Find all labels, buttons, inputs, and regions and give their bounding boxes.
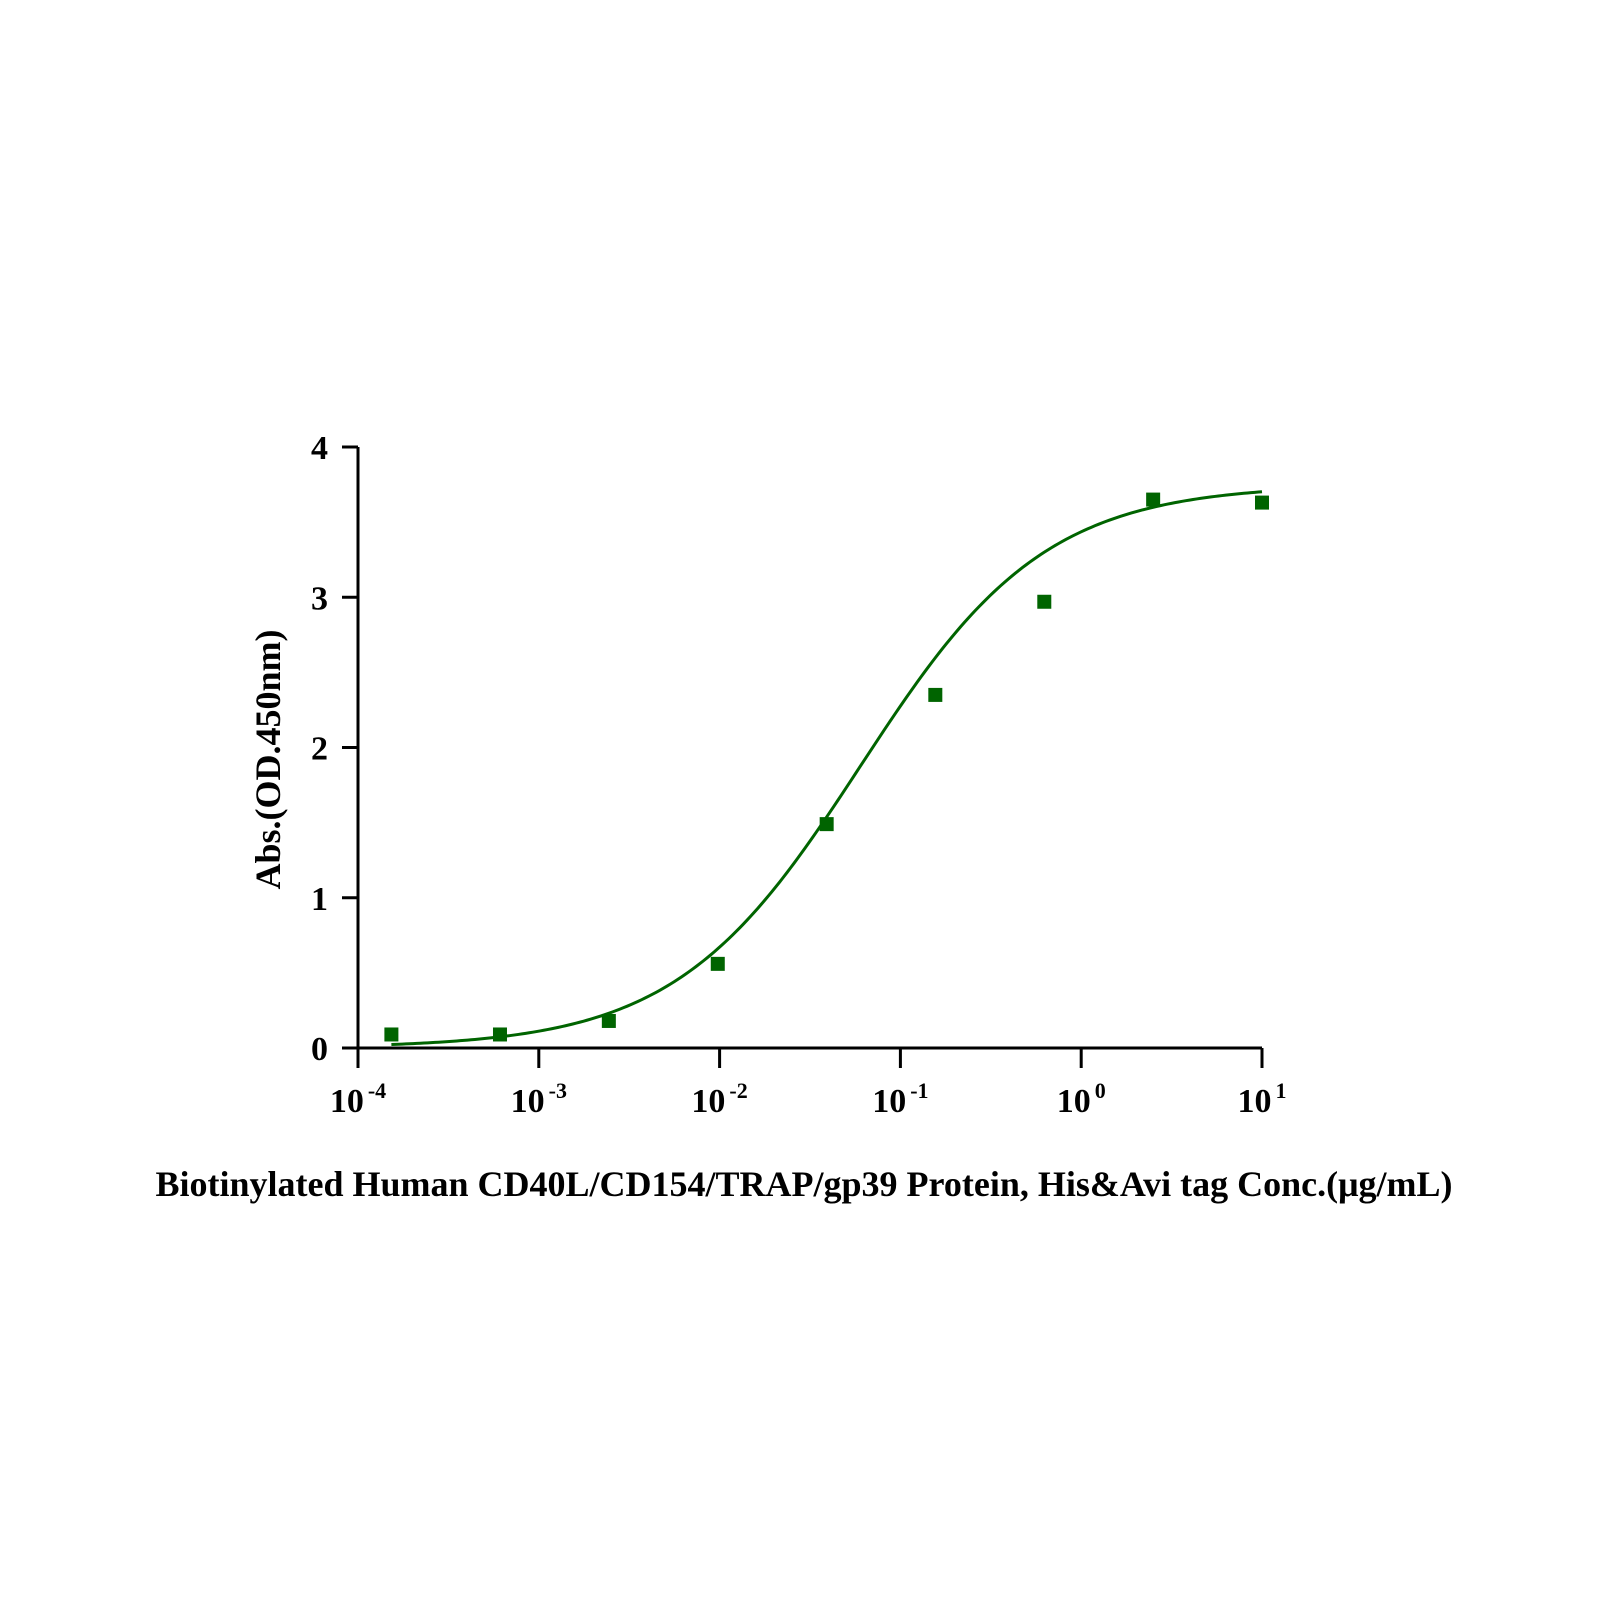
x-tick-label: 10 1 bbox=[1238, 1078, 1287, 1120]
data-point bbox=[1146, 492, 1161, 507]
x-axis-title: Biotinylated Human CD40L/CD154/TRAP/gp39… bbox=[155, 1164, 1452, 1204]
data-point bbox=[384, 1027, 399, 1042]
data-point bbox=[1255, 495, 1269, 510]
y-tick-label: 0 bbox=[311, 1031, 328, 1068]
fit-curve-group bbox=[391, 490, 1263, 1046]
data-point bbox=[710, 956, 725, 971]
data-point bbox=[819, 817, 834, 832]
y-tick-label: 4 bbox=[311, 430, 328, 467]
y-axis-ticks: 0 1 2 3 4 bbox=[311, 430, 358, 1068]
y-axis-title: Abs.(OD.450nm) bbox=[248, 629, 288, 889]
data-point bbox=[928, 687, 943, 702]
y-tick-label: 2 bbox=[311, 731, 328, 768]
x-tick-label: 10 -2 bbox=[691, 1078, 747, 1120]
fit-curve-line bbox=[391, 490, 1263, 1046]
y-tick-label: 1 bbox=[311, 881, 328, 918]
x-tick-label: 10 -1 bbox=[872, 1078, 928, 1120]
x-tick-label: 10 -3 bbox=[511, 1078, 567, 1120]
data-point bbox=[1037, 594, 1052, 609]
x-tick-label: 10 -4 bbox=[330, 1078, 386, 1120]
data-point bbox=[492, 1027, 507, 1042]
x-axis-ticks: 10 -4 10 -3 10 -2 10 -1 10 0 10 1 bbox=[330, 1048, 1287, 1120]
data-point bbox=[601, 1013, 616, 1028]
axes bbox=[356, 447, 1262, 1050]
data-points bbox=[384, 492, 1269, 1042]
x-tick-label: 10 0 bbox=[1057, 1078, 1106, 1120]
y-tick-label: 3 bbox=[311, 580, 328, 617]
